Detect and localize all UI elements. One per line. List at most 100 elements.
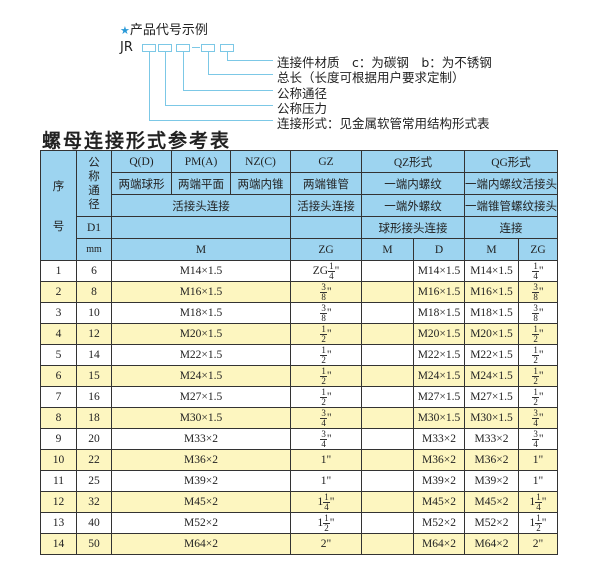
code-label-length: 总长（长度可根据用户要求定制） xyxy=(277,70,465,85)
cell-qg-m: M27×1.5 xyxy=(464,386,519,408)
table-row: 6 15 M24×1.5 1 2 " M24×1.5 M24×1.5 1 2 " xyxy=(40,365,558,387)
cell-zg: 1" xyxy=(290,449,362,471)
header-cell: Q(D) xyxy=(111,150,172,173)
inch-mark: " xyxy=(326,390,332,403)
cell-qz-m xyxy=(361,428,414,450)
cell-d1: 14 xyxy=(76,344,112,366)
cell-no: 7 xyxy=(40,386,77,408)
table-row: 1 6 M14×1.5 ZG 1 4 " M14×1.5 M14×1.5 1 4 " xyxy=(40,260,558,282)
cell-qg-zg: 1 2 " xyxy=(518,386,558,408)
denominator: 8 xyxy=(321,312,326,323)
cell-zg: 3 8 " xyxy=(290,302,362,324)
cell-qg-m: M20×1.5 xyxy=(464,323,519,345)
header-cell xyxy=(111,216,291,239)
inch-mark: " xyxy=(326,411,332,424)
cell-no: 12 xyxy=(40,491,77,513)
size-whole: 1 xyxy=(317,516,324,529)
table-row: 11 25 M39×2 1" M39×2 M39×2 1" xyxy=(40,470,558,492)
numerator: 3 xyxy=(320,281,327,293)
cell-qz-m xyxy=(361,470,414,492)
numerator: 1 xyxy=(323,491,330,503)
cell-qz-d: M33×2 xyxy=(413,428,465,450)
cell-qz-d: M22×1.5 xyxy=(413,344,465,366)
numerator: 3 xyxy=(532,302,539,314)
denominator: 2 xyxy=(536,522,541,533)
cell-qz-m xyxy=(361,491,414,513)
cell-qz-d: M45×2 xyxy=(413,491,465,513)
header-cell: PM(A) xyxy=(171,150,231,173)
header-cell: 活接头连接 xyxy=(111,194,291,217)
cell-qz-d: M27×1.5 xyxy=(413,386,465,408)
cell-qg-m: M22×1.5 xyxy=(464,344,519,366)
denominator: 4 xyxy=(533,438,538,449)
table-row: 5 14 M22×1.5 1 2 " M22×1.5 M22×1.5 1 2 " xyxy=(40,344,558,366)
cell-d1: 12 xyxy=(76,323,112,345)
leader-line xyxy=(165,51,166,105)
inch-mark: " xyxy=(326,348,332,361)
cell-d1: 20 xyxy=(76,428,112,450)
numerator: 3 xyxy=(532,281,539,293)
table-row: 12 32 M45×2 1 1 4 " M45×2 M45×2 1 1 4 " xyxy=(40,491,558,513)
cell-qz-m xyxy=(361,533,414,555)
denominator: 4 xyxy=(321,438,326,449)
numerator: 1 xyxy=(328,260,335,272)
cell-m: M45×2 xyxy=(111,491,291,513)
cell-d1: 8 xyxy=(76,281,112,303)
size-whole: 1 xyxy=(529,495,536,508)
leader-line xyxy=(149,120,273,121)
header-cell: QG形式 xyxy=(464,150,558,173)
inch-mark: " xyxy=(538,432,544,445)
cell-d1: 50 xyxy=(76,533,112,555)
numerator: 1 xyxy=(532,344,539,356)
header-cell: mm xyxy=(76,238,112,261)
denominator: 2 xyxy=(321,333,326,344)
cell-qz-m xyxy=(361,323,414,345)
cell-d1: 15 xyxy=(76,365,112,387)
cell-m: M52×2 xyxy=(111,512,291,534)
cell-m: M20×1.5 xyxy=(111,323,291,345)
header-cell: 两端球形 xyxy=(111,172,172,195)
cell-d1: 10 xyxy=(76,302,112,324)
code-example-title: ★产品代号示例 xyxy=(120,19,208,38)
cell-qg-zg: 2" xyxy=(518,533,558,555)
header-cell: M xyxy=(111,238,291,261)
size-whole: 1 xyxy=(317,495,324,508)
cell-qz-d: M20×1.5 xyxy=(413,323,465,345)
numerator: 1 xyxy=(320,344,327,356)
nut-connection-table: 序号 公称通径 Q(D) PM(A) NZ(C) GZ QZ形式 QG形式 两端… xyxy=(40,150,558,555)
numerator: 1 xyxy=(323,512,330,524)
leader-line xyxy=(227,60,273,61)
inch-mark: " xyxy=(538,306,544,319)
cell-no: 11 xyxy=(40,470,77,492)
denominator: 8 xyxy=(321,291,326,302)
cell-no: 6 xyxy=(40,365,77,387)
cell-d1: 16 xyxy=(76,386,112,408)
cell-no: 2 xyxy=(40,281,77,303)
cell-qg-m: M14×1.5 xyxy=(464,260,519,282)
cell-no: 4 xyxy=(40,323,77,345)
inch-mark: " xyxy=(538,369,544,382)
size-whole: 1" xyxy=(320,475,332,487)
cell-m: M39×2 xyxy=(111,470,291,492)
denominator: 2 xyxy=(321,375,326,386)
cell-m: M24×1.5 xyxy=(111,365,291,387)
cell-m: M33×2 xyxy=(111,428,291,450)
cell-m: M64×2 xyxy=(111,533,291,555)
cell-qg-zg: 3 8 " xyxy=(518,281,558,303)
header-cell: 连接 xyxy=(464,216,558,239)
cell-m: M27×1.5 xyxy=(111,386,291,408)
numerator: 3 xyxy=(320,428,327,440)
inch-mark: " xyxy=(538,348,544,361)
inch-mark: " xyxy=(538,411,544,424)
